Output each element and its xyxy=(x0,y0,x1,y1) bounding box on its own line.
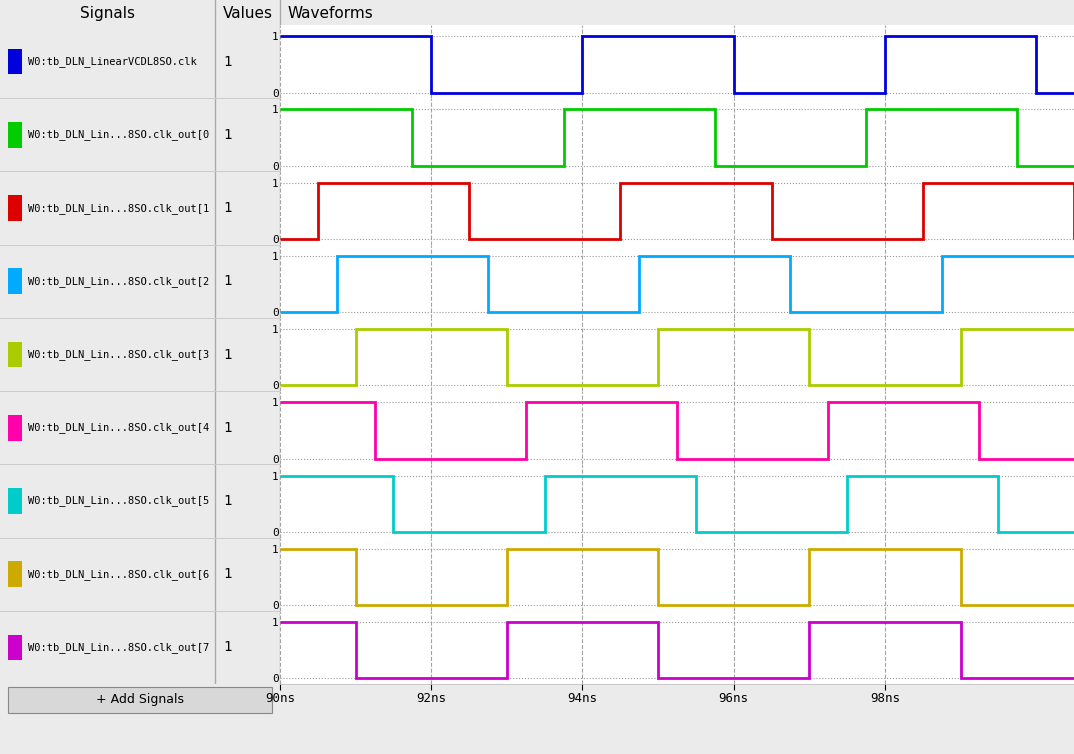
Text: W0:tb_DLN_Lin...8SO.clk_out[4: W0:tb_DLN_Lin...8SO.clk_out[4 xyxy=(28,422,209,434)
Text: 1: 1 xyxy=(223,201,231,215)
Text: 1: 1 xyxy=(223,274,231,288)
FancyBboxPatch shape xyxy=(9,687,272,713)
Bar xyxy=(8,49,21,75)
Text: W0:tb_DLN_Lin...8SO.clk_out[7: W0:tb_DLN_Lin...8SO.clk_out[7 xyxy=(28,642,209,653)
Text: W0:tb_DLN_Lin...8SO.clk_out[5: W0:tb_DLN_Lin...8SO.clk_out[5 xyxy=(28,495,209,507)
Bar xyxy=(8,415,21,440)
Bar xyxy=(8,635,21,661)
Text: W0:tb_DLN_Lin...8SO.clk_out[0: W0:tb_DLN_Lin...8SO.clk_out[0 xyxy=(28,130,209,140)
Text: W0:tb_DLN_Lin...8SO.clk_out[1: W0:tb_DLN_Lin...8SO.clk_out[1 xyxy=(28,203,209,213)
Text: 1: 1 xyxy=(223,567,231,581)
Text: 1: 1 xyxy=(223,421,231,435)
Text: W0:tb_DLN_Lin...8SO.clk_out[6: W0:tb_DLN_Lin...8SO.clk_out[6 xyxy=(28,569,209,580)
Text: W0:tb_DLN_Lin...8SO.clk_out[2: W0:tb_DLN_Lin...8SO.clk_out[2 xyxy=(28,276,209,287)
Bar xyxy=(8,195,21,221)
Text: 1: 1 xyxy=(223,54,231,69)
Text: W0:tb_DLN_Lin...8SO.clk_out[3: W0:tb_DLN_Lin...8SO.clk_out[3 xyxy=(28,349,209,360)
Text: Values: Values xyxy=(222,6,273,21)
Text: 1: 1 xyxy=(223,494,231,508)
Text: 1: 1 xyxy=(223,640,231,654)
Bar xyxy=(8,342,21,367)
Bar xyxy=(8,268,21,294)
Bar xyxy=(8,488,21,513)
Text: Waveforms: Waveforms xyxy=(288,6,374,21)
Bar xyxy=(8,122,21,148)
Text: Signals: Signals xyxy=(79,6,135,21)
Text: 1: 1 xyxy=(223,128,231,142)
Text: 1: 1 xyxy=(223,348,231,361)
Text: + Add Signals: + Add Signals xyxy=(96,694,184,706)
Text: W0:tb_DLN_LinearVCDL8SO.clk: W0:tb_DLN_LinearVCDL8SO.clk xyxy=(28,56,197,67)
Bar xyxy=(8,561,21,587)
